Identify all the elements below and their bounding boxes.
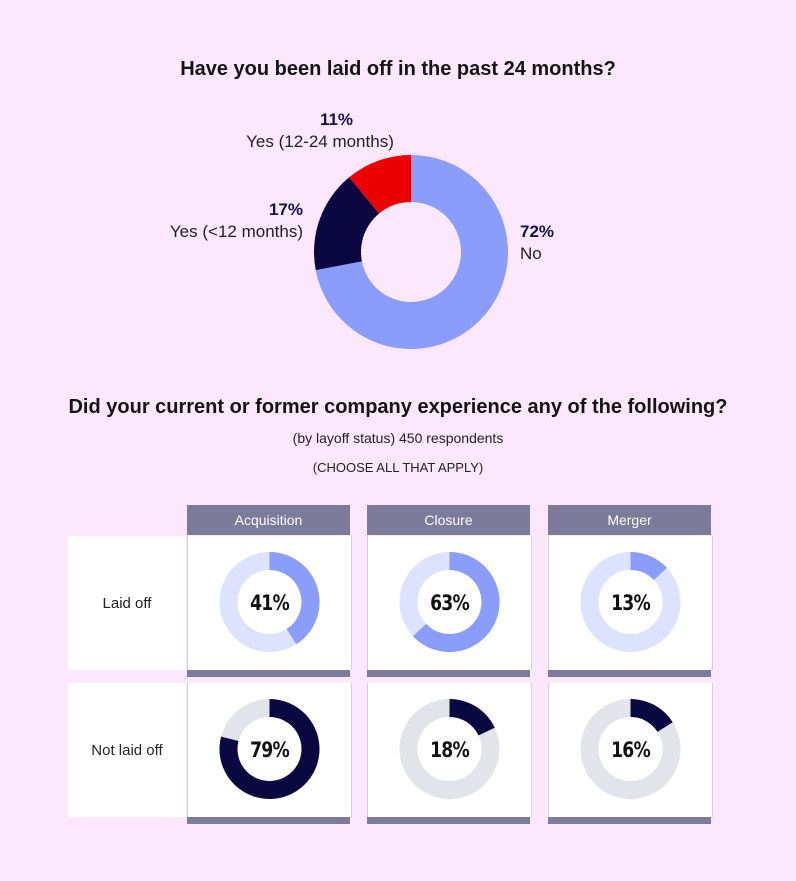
layoff-donut-chart [314, 155, 509, 349]
donut-arc-laid-off-merger [630, 552, 667, 581]
column-header-acquisition: Acquisition [187, 505, 350, 535]
label-yes-recent-text: Yes (<12 months) [169, 222, 303, 241]
value-label-not-laid-off-acquisition: 79% [250, 738, 290, 762]
value-label-laid-off-closure: 63% [430, 591, 470, 615]
cell-laid-off-acquisition: 41% [187, 536, 352, 670]
row-label-laid-off: Laid off [68, 536, 186, 670]
label-no-text: No [520, 244, 542, 263]
cell-footer-bar [367, 817, 530, 824]
label-no: 72% No [520, 221, 554, 265]
cell-not-laid-off-closure: 18% [367, 683, 532, 817]
donut-slice-yes-12-months [314, 177, 380, 271]
label-yes-recent-pct: 17% [268, 200, 303, 219]
cell-footer-bar [187, 817, 350, 824]
chart-title-events: Did your current or former company exper… [68, 396, 728, 418]
chart-title-layoff: Have you been laid off in the past 24 mo… [180, 58, 616, 80]
donut-arc-not-laid-off-acquisition [219, 699, 320, 799]
cell-footer-bar [548, 817, 711, 824]
chart-subtitle: (by layoff status) 450 respondents [292, 430, 504, 446]
cell-footer-bar [187, 670, 350, 677]
cell-laid-off-merger: 13% [548, 536, 713, 670]
cell-footer-bar [548, 670, 711, 677]
label-yes-older: 11% Yes (12-24 months) [200, 109, 440, 153]
label-no-pct: 72% [520, 222, 555, 241]
cell-not-laid-off-acquisition: 79% [187, 683, 352, 817]
donut-slice-no [315, 155, 509, 349]
donut-slice-yes-12-24-months [349, 155, 411, 214]
column-header-closure: Closure [367, 505, 530, 535]
label-yes-older-pct: 11% [319, 110, 354, 129]
chart-note: (CHOOSE ALL THAT APPLY) [312, 460, 484, 475]
donut-arc-laid-off-acquisition [269, 552, 320, 645]
label-yes-older-text: Yes (12-24 months) [246, 132, 394, 151]
value-label-not-laid-off-closure: 18% [430, 738, 470, 762]
donut-arc-not-laid-off-merger [630, 699, 673, 732]
cell-not-laid-off-merger: 16% [548, 683, 713, 817]
cell-laid-off-closure: 63% [367, 536, 532, 670]
value-label-laid-off-acquisition: 41% [250, 591, 290, 615]
column-header-merger: Merger [548, 505, 711, 535]
row-label-not-laid-off: Not laid off [68, 683, 186, 817]
cell-footer-bar [367, 670, 530, 677]
donut-arc-laid-off-closure [413, 552, 500, 652]
value-label-laid-off-merger: 13% [611, 591, 651, 615]
label-yes-recent: 17% Yes (<12 months) [170, 199, 303, 243]
value-label-not-laid-off-merger: 16% [611, 738, 651, 762]
donut-arc-not-laid-off-closure [449, 699, 495, 736]
